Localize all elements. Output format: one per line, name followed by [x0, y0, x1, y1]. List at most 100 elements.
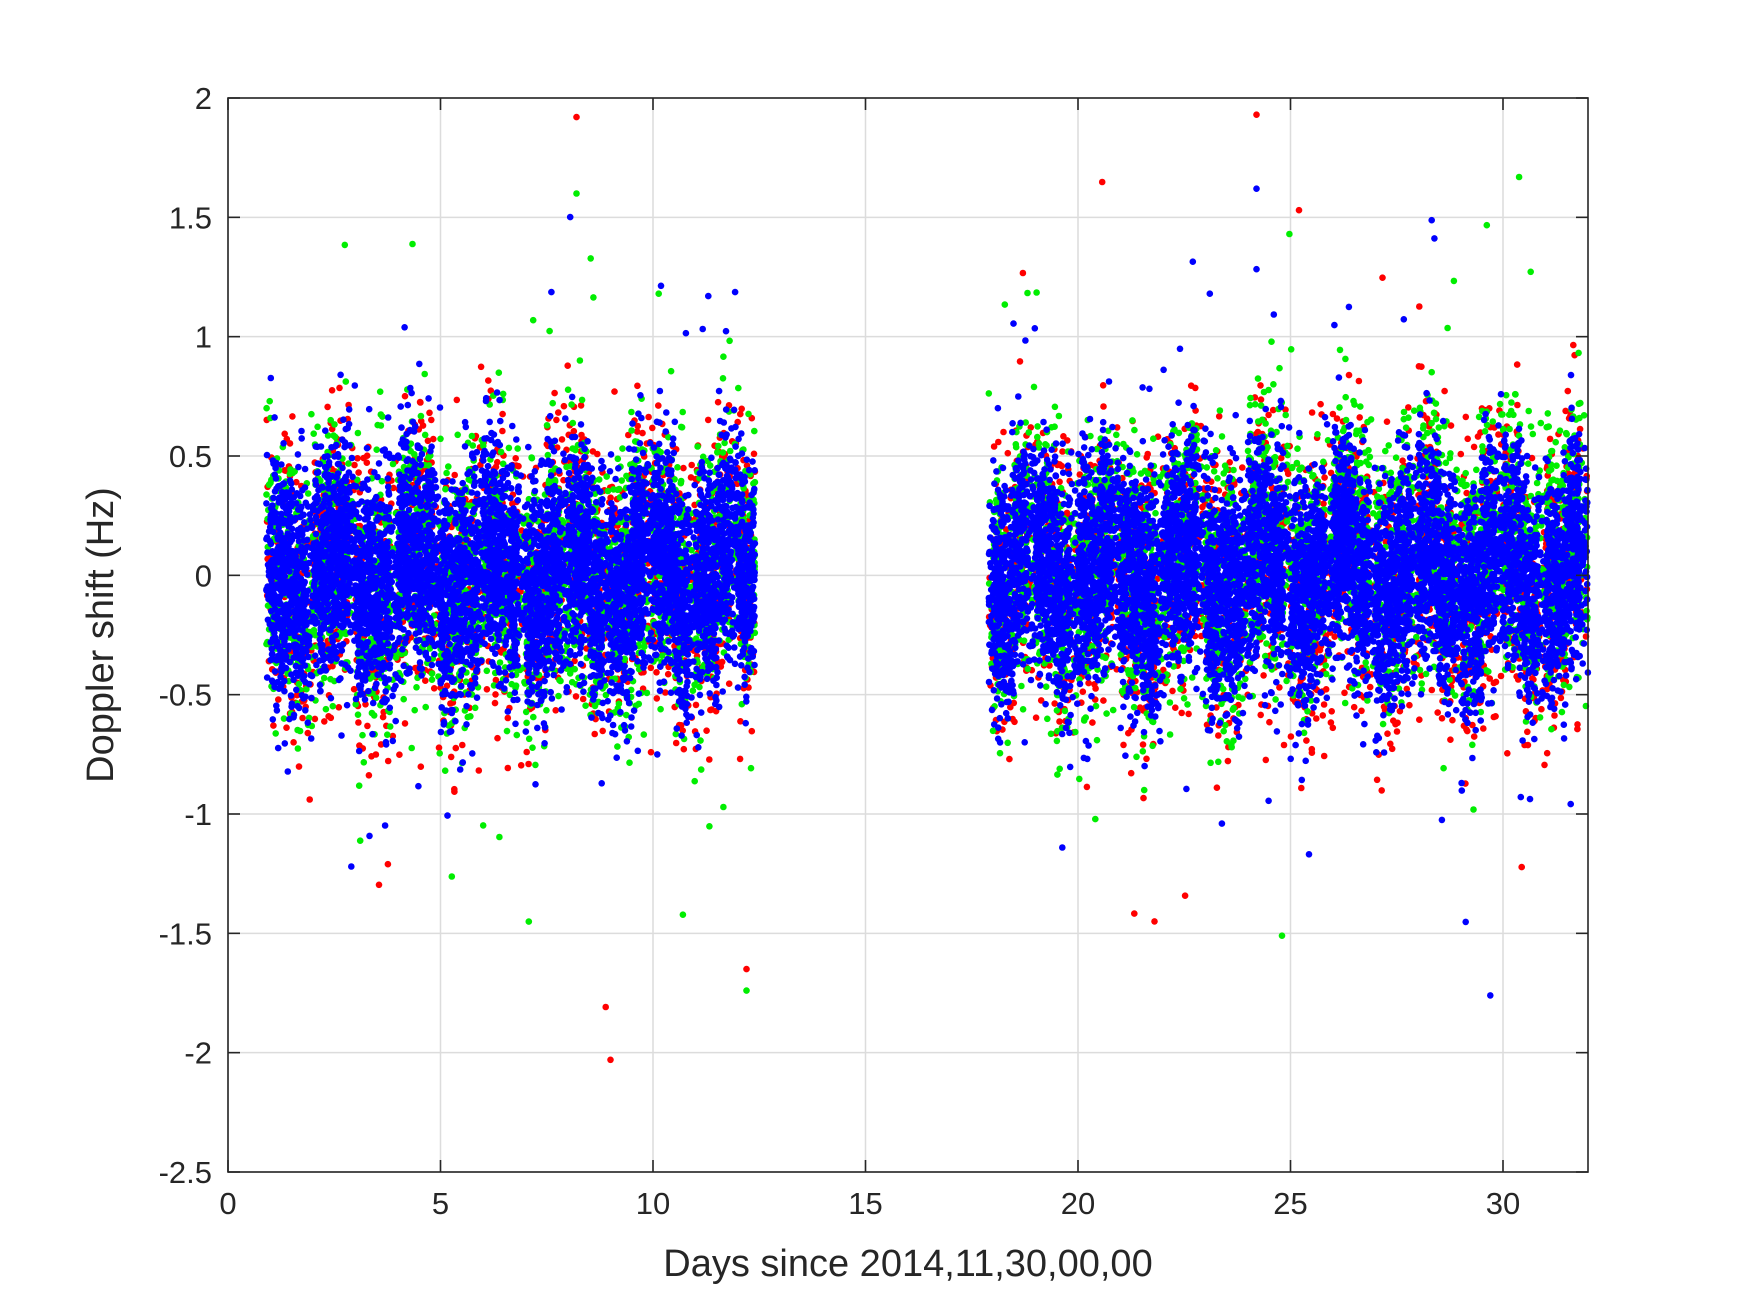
data-point: [636, 701, 643, 708]
data-point: [499, 411, 506, 418]
data-point: [366, 772, 373, 779]
data-point: [714, 449, 721, 456]
data-point: [436, 744, 443, 751]
data-point: [422, 432, 429, 439]
data-point: [626, 759, 633, 766]
data-point: [735, 385, 742, 392]
data-point: [369, 710, 376, 717]
data-point: [707, 462, 714, 469]
data-point: [565, 386, 572, 393]
data-point: [514, 445, 521, 452]
data-point: [308, 411, 315, 418]
data-point: [727, 448, 734, 455]
data-point: [492, 691, 499, 698]
data-point: [448, 754, 455, 761]
data-point: [614, 487, 621, 494]
data-point: [680, 911, 687, 918]
data-point: [459, 742, 466, 749]
data-point: [641, 731, 648, 738]
data-point: [580, 696, 587, 703]
data-point: [321, 718, 328, 725]
data-point: [598, 780, 605, 787]
data-point: [512, 455, 519, 462]
data-point: [469, 433, 476, 440]
data-point: [668, 368, 675, 375]
data-point: [380, 714, 387, 721]
data-point: [425, 454, 432, 461]
data-point: [673, 731, 680, 738]
data-point: [599, 728, 606, 735]
data-point: [544, 422, 551, 429]
data-point: [639, 430, 646, 437]
data-point: [523, 709, 530, 716]
data-point: [618, 477, 625, 484]
data-point: [693, 702, 700, 709]
data-point: [720, 375, 727, 382]
data-point: [578, 402, 585, 409]
data-point: [644, 690, 651, 697]
data-point: [467, 713, 474, 720]
data-point: [431, 685, 438, 692]
data-point: [451, 472, 458, 479]
data-point: [605, 488, 612, 495]
data-point: [587, 255, 594, 262]
data-point: [336, 704, 343, 711]
data-point: [336, 385, 343, 392]
data-point: [385, 758, 392, 765]
data-point: [342, 242, 349, 249]
data-point: [616, 701, 623, 708]
data-point: [518, 762, 525, 769]
data-point: [602, 1004, 609, 1011]
data-point: [425, 438, 432, 445]
data-point: [266, 482, 273, 489]
data-point: [553, 417, 560, 424]
data-point: [557, 678, 564, 685]
data-point: [421, 371, 428, 378]
data-point: [697, 737, 704, 744]
data-point: [546, 328, 553, 335]
data-point: [402, 393, 409, 400]
data-point: [377, 388, 384, 395]
data-point: [726, 680, 733, 687]
data-point: [266, 398, 273, 405]
data-point: [263, 491, 270, 498]
data-point: [449, 873, 456, 880]
data-point: [688, 462, 695, 469]
data-point: [679, 424, 686, 431]
data-point: [497, 659, 504, 666]
data-point: [418, 763, 425, 770]
data-point: [552, 707, 559, 714]
data-point: [400, 663, 407, 670]
data-point: [355, 711, 362, 718]
data-point: [390, 461, 397, 468]
data-point: [283, 724, 290, 731]
data-point: [614, 743, 621, 750]
data-point: [385, 861, 392, 868]
data-point: [400, 696, 407, 703]
data-point: [657, 706, 664, 713]
data-point: [356, 782, 363, 789]
data-point: [645, 414, 652, 421]
data-point: [569, 445, 576, 452]
data-point: [324, 404, 331, 411]
data-point: [357, 837, 364, 844]
data-point: [559, 436, 566, 443]
data-point: [379, 413, 386, 420]
data-point: [299, 715, 306, 722]
data-point: [506, 445, 513, 452]
data-point: [523, 749, 530, 756]
data-point: [321, 675, 328, 682]
data-point: [402, 720, 409, 727]
data-point: [499, 428, 506, 435]
data-point: [364, 723, 371, 730]
data-point: [409, 241, 416, 248]
data-point: [555, 409, 562, 416]
data-point: [355, 719, 362, 726]
data-point: [429, 670, 436, 677]
data-point: [679, 409, 686, 416]
data-point: [296, 763, 303, 770]
data-point: [751, 428, 758, 435]
data-point: [582, 702, 589, 709]
data-point: [745, 411, 752, 418]
data-point: [442, 486, 449, 493]
